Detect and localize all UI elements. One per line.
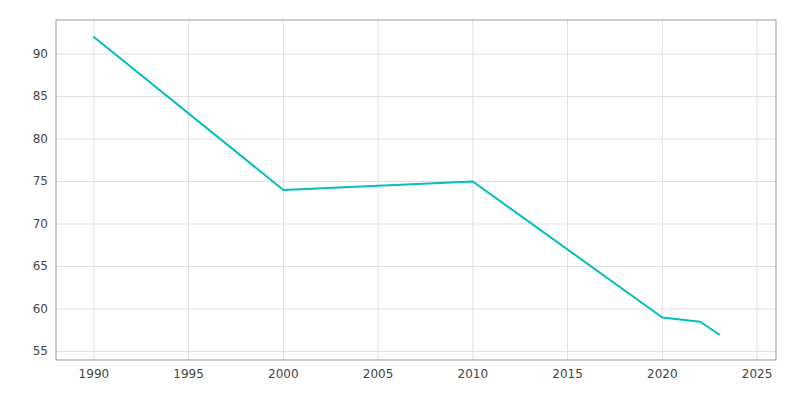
y-tick-label: 55 xyxy=(33,344,48,358)
chart-svg: 55 60 65 70 75 80 85 90 1990 1995 2000 2005 2010 2015… xyxy=(0,0,800,400)
x-grid-line xyxy=(188,20,189,360)
data-group xyxy=(94,37,719,335)
y-grid-line xyxy=(56,96,776,97)
x-grid-line xyxy=(757,20,758,360)
chart-container: 55 60 65 70 75 80 85 90 1990 1995 2000 2005 2010 2015… xyxy=(0,0,800,400)
y-tick-label: 60 xyxy=(33,302,48,316)
x-tick-label: 2000 xyxy=(268,367,299,381)
y-grid-line xyxy=(56,54,776,55)
y-tick-label: 70 xyxy=(33,217,48,231)
y-grid-line xyxy=(56,309,776,310)
x-tick-label: 2015 xyxy=(552,367,583,381)
y-tick-label: 90 xyxy=(33,47,48,61)
y-tick-label: 75 xyxy=(33,174,48,188)
x-grid-line xyxy=(567,20,568,360)
y-grid-line xyxy=(56,224,776,225)
x-grid-line xyxy=(662,20,663,360)
x-grid-line xyxy=(93,20,94,360)
x-grid-line xyxy=(472,20,473,360)
x-tick-label: 2005 xyxy=(363,367,394,381)
x-tick-label: 2025 xyxy=(742,367,773,381)
y-tick-label: 65 xyxy=(33,259,48,273)
grid xyxy=(56,20,776,360)
x-tick-label: 1990 xyxy=(79,367,110,381)
x-tick-label: 1995 xyxy=(173,367,204,381)
y-grid-line xyxy=(56,139,776,140)
x-tick-label: 2010 xyxy=(458,367,489,381)
y-tick-label: 85 xyxy=(33,89,48,103)
x-tick-label: 2020 xyxy=(647,367,678,381)
y-grid-line xyxy=(56,266,776,267)
y-grid-line xyxy=(56,351,776,352)
tick-labels: 55 60 65 70 75 80 85 90 1990 1995 2000 2005 2010 2015… xyxy=(33,47,773,382)
y-tick-label: 80 xyxy=(33,132,48,146)
plot-area xyxy=(56,20,776,360)
plot-frame xyxy=(56,20,776,360)
data-line xyxy=(94,37,719,335)
y-grid-line xyxy=(56,181,776,182)
x-grid-line xyxy=(378,20,379,360)
